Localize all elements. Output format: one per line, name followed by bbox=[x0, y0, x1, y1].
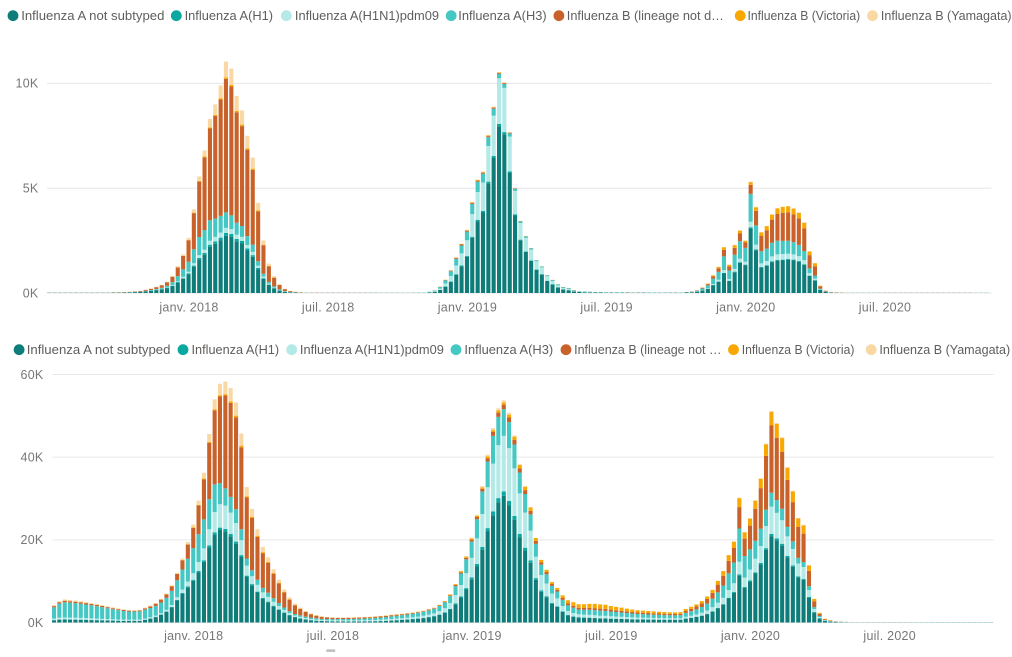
svg-text:Influenza B (Victoria): Influenza B (Victoria) bbox=[742, 342, 855, 357]
svg-text:60K: 60K bbox=[21, 368, 44, 382]
svg-text:juil. 2020: juil. 2020 bbox=[858, 301, 912, 315]
svg-text:20K: 20K bbox=[21, 533, 44, 547]
svg-text:janv. 2019: janv. 2019 bbox=[437, 301, 497, 315]
svg-text:0K: 0K bbox=[28, 616, 44, 630]
svg-text:Influenza B (Victoria): Influenza B (Victoria) bbox=[748, 8, 861, 23]
svg-text:Influenza A not subtyped: Influenza A not subtyped bbox=[27, 342, 171, 357]
svg-text:juil. 2019: juil. 2019 bbox=[579, 301, 633, 315]
svg-text:Influenza B (Yamagata): Influenza B (Yamagata) bbox=[879, 342, 1010, 357]
svg-text:5K: 5K bbox=[23, 182, 39, 196]
svg-text:Influenza B (Yamagata): Influenza B (Yamagata) bbox=[881, 8, 1012, 23]
svg-text:Influenza A(H1N1)pdm09: Influenza A(H1N1)pdm09 bbox=[295, 8, 439, 23]
svg-text:Influenza B (lineage not …: Influenza B (lineage not … bbox=[574, 342, 721, 357]
svg-text:Influenza A(H1): Influenza A(H1) bbox=[185, 8, 274, 23]
svg-text:janv. 2020: janv. 2020 bbox=[715, 301, 775, 315]
svg-text:juil. 2018: juil. 2018 bbox=[301, 301, 355, 315]
svg-text:juil. 2019: juil. 2019 bbox=[584, 629, 638, 643]
svg-text:40K: 40K bbox=[21, 450, 44, 464]
svg-text:Influenza B (lineage not d…: Influenza B (lineage not d… bbox=[567, 8, 724, 23]
svg-text:juil. 2020: juil. 2020 bbox=[862, 629, 916, 643]
svg-text:janv. 2018: janv. 2018 bbox=[158, 301, 218, 315]
svg-text:Influenza A(H1N1)pdm09: Influenza A(H1N1)pdm09 bbox=[300, 342, 444, 357]
svg-text:Influenza A not subtyped: Influenza A not subtyped bbox=[21, 8, 164, 23]
svg-text:janv. 2020: janv. 2020 bbox=[720, 629, 780, 643]
svg-text:janv. 2019: janv. 2019 bbox=[441, 629, 501, 643]
svg-text:10K: 10K bbox=[16, 77, 39, 91]
svg-text:Influenza A(H3): Influenza A(H3) bbox=[458, 8, 546, 23]
svg-text:janv. 2018: janv. 2018 bbox=[163, 629, 223, 643]
svg-text:juil. 2018: juil. 2018 bbox=[306, 629, 360, 643]
svg-text:Influenza A(H1): Influenza A(H1) bbox=[192, 342, 280, 357]
svg-text:0K: 0K bbox=[23, 286, 39, 300]
svg-text:Influenza A(H3): Influenza A(H3) bbox=[464, 342, 553, 357]
